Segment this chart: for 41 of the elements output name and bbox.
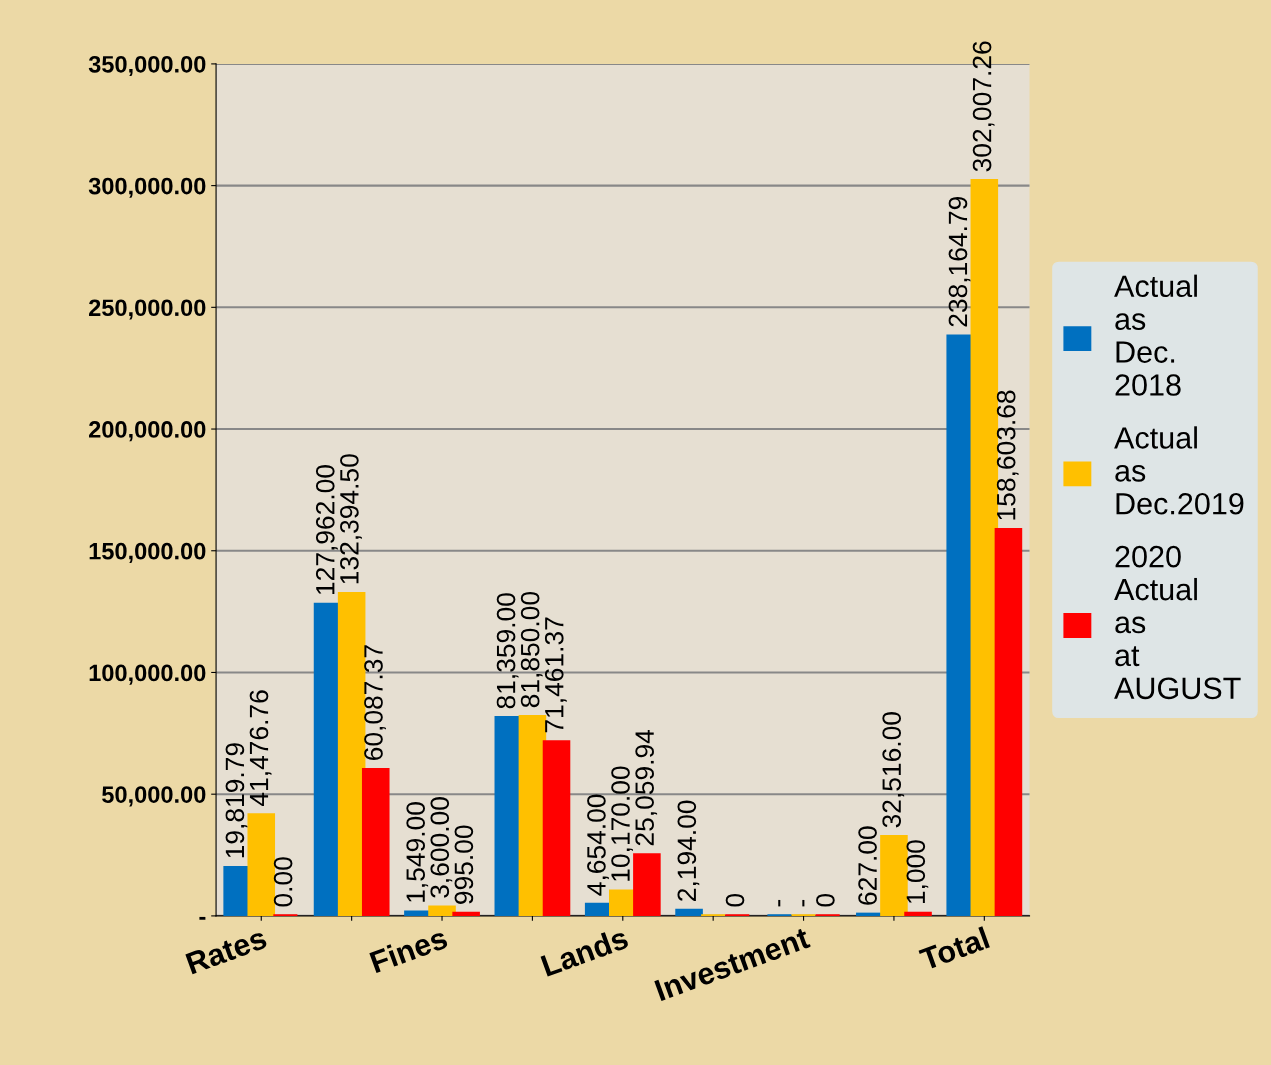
- x-tick-label: Fines: [368, 926, 449, 974]
- data-label: 3,600.00: [430, 797, 453, 898]
- data-label: 238,164.79: [948, 196, 971, 327]
- y-tick-label: 100,000.00: [89, 664, 206, 685]
- data-label: 41,476.76: [249, 690, 272, 806]
- data-label: 10,170.00: [611, 766, 633, 881]
- y-tick-label: 300,000.00: [88, 177, 206, 198]
- x-tick-label: Total: [918, 926, 990, 971]
- data-label: 60,087.37: [364, 645, 386, 760]
- data-label: 2,194.00: [677, 800, 700, 901]
- data-label: 0: [816, 893, 835, 907]
- data-label: 127,962.00: [315, 465, 338, 595]
- data-label: 81,359.00: [496, 593, 519, 709]
- legend-label: 2020 Actual as at AUGUST: [1114, 545, 1241, 700]
- data-label: 32,516.00: [882, 712, 905, 828]
- data-label: 158,603.68: [996, 390, 1019, 520]
- x-tick-label: Lands: [540, 926, 630, 977]
- data-label: 71,461.37: [544, 617, 567, 733]
- y-tick-label: 150,000.00: [89, 542, 206, 563]
- y-tick-label: 350,000.00: [88, 55, 206, 77]
- legend-label: Actual as Dec.2019: [1114, 426, 1244, 515]
- x-tick-label: Rates: [185, 927, 268, 975]
- data-label: 627.00: [858, 826, 877, 905]
- data-label: 0: [725, 893, 745, 907]
- data-label: 25,059.94: [635, 729, 658, 846]
- legend-label: Actual as Dec. 2018: [1114, 274, 1197, 396]
- data-label: 995.00: [454, 825, 474, 904]
- y-tick-label: 250,000.00: [89, 299, 206, 320]
- y-tick-label: 50,000.00: [102, 786, 206, 807]
- data-label: 81,850.00: [520, 591, 543, 708]
- data-label: 132,394.50: [340, 454, 362, 584]
- y-tick-label: 200,000.00: [89, 421, 206, 442]
- data-label: -: [802, 899, 805, 907]
- data-label: 1,000: [906, 840, 929, 904]
- data-label: 302,007.26: [972, 41, 995, 172]
- data-label: 1,549.00: [406, 802, 429, 902]
- data-label: 4,654.00: [587, 794, 609, 896]
- data-label: 19,819.79: [225, 743, 248, 858]
- data-label: 0.00: [273, 857, 293, 907]
- y-tick-label: -: [199, 916, 206, 920]
- data-label: -: [778, 899, 781, 907]
